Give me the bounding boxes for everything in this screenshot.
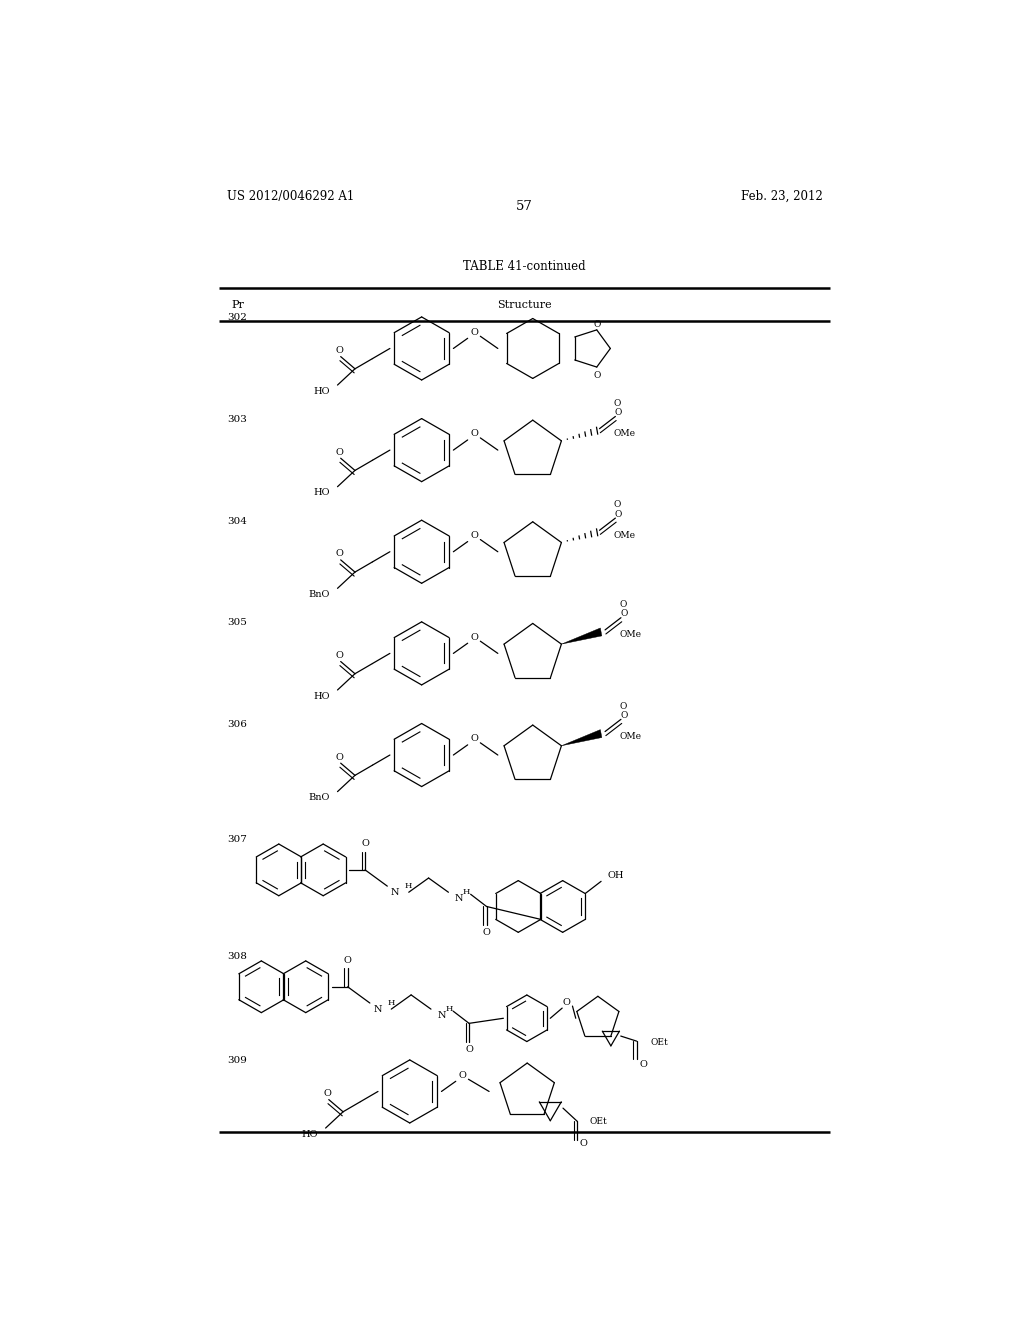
Text: O: O <box>470 429 478 438</box>
Text: HO: HO <box>313 387 330 396</box>
Polygon shape <box>561 628 602 644</box>
Text: Pr: Pr <box>231 300 244 310</box>
Text: 305: 305 <box>227 618 247 627</box>
Text: O: O <box>470 531 478 540</box>
Text: O: O <box>639 1060 647 1069</box>
Text: 304: 304 <box>227 516 247 525</box>
Text: O: O <box>593 321 600 329</box>
Text: O: O <box>335 752 343 762</box>
Text: Feb. 23, 2012: Feb. 23, 2012 <box>740 190 822 202</box>
Text: O: O <box>335 346 343 355</box>
Text: OMe: OMe <box>620 631 641 639</box>
Text: 57: 57 <box>516 199 534 213</box>
Text: H: H <box>387 999 394 1007</box>
Text: O: O <box>335 651 343 660</box>
Text: 306: 306 <box>227 719 247 729</box>
Text: N: N <box>437 1011 445 1020</box>
Text: OH: OH <box>607 871 624 879</box>
Text: 308: 308 <box>227 952 247 961</box>
Text: OMe: OMe <box>620 733 641 741</box>
Text: O: O <box>335 549 343 558</box>
Text: O: O <box>593 371 600 380</box>
Text: 307: 307 <box>227 834 247 843</box>
Text: O: O <box>470 327 478 337</box>
Text: O: O <box>335 447 343 457</box>
Text: O: O <box>344 956 351 965</box>
Text: HO: HO <box>301 1130 317 1139</box>
Text: O: O <box>458 1071 466 1080</box>
Text: BnO: BnO <box>308 590 330 599</box>
Text: O: O <box>361 840 369 847</box>
Text: TABLE 41-continued: TABLE 41-continued <box>464 260 586 273</box>
Polygon shape <box>561 730 602 746</box>
Text: H: H <box>463 888 470 896</box>
Text: O: O <box>614 510 623 519</box>
Text: 309: 309 <box>227 1056 247 1065</box>
Text: O: O <box>620 601 627 609</box>
Text: O: O <box>613 399 622 408</box>
Text: OMe: OMe <box>613 429 636 438</box>
Text: 302: 302 <box>227 313 247 322</box>
Text: OEt: OEt <box>589 1117 607 1126</box>
Text: O: O <box>613 500 622 510</box>
Text: OEt: OEt <box>651 1038 669 1047</box>
Text: N: N <box>391 888 399 896</box>
Text: O: O <box>614 408 623 417</box>
Text: Structure: Structure <box>498 300 552 310</box>
Text: O: O <box>482 928 490 937</box>
Text: O: O <box>470 632 478 642</box>
Text: O: O <box>324 1089 331 1098</box>
Text: US 2012/0046292 A1: US 2012/0046292 A1 <box>227 190 354 202</box>
Text: O: O <box>621 710 628 719</box>
Text: O: O <box>470 734 478 743</box>
Text: BnO: BnO <box>308 793 330 803</box>
Text: O: O <box>562 998 570 1007</box>
Text: O: O <box>620 702 627 710</box>
Text: O: O <box>621 609 628 618</box>
Text: H: H <box>445 1005 453 1014</box>
Text: O: O <box>580 1139 588 1148</box>
Text: HO: HO <box>313 692 330 701</box>
Text: H: H <box>404 882 412 890</box>
Text: HO: HO <box>313 488 330 498</box>
Text: O: O <box>465 1045 473 1055</box>
Text: OMe: OMe <box>613 531 636 540</box>
Text: N: N <box>455 894 463 903</box>
Text: 303: 303 <box>227 414 247 424</box>
Text: N: N <box>374 1005 382 1014</box>
